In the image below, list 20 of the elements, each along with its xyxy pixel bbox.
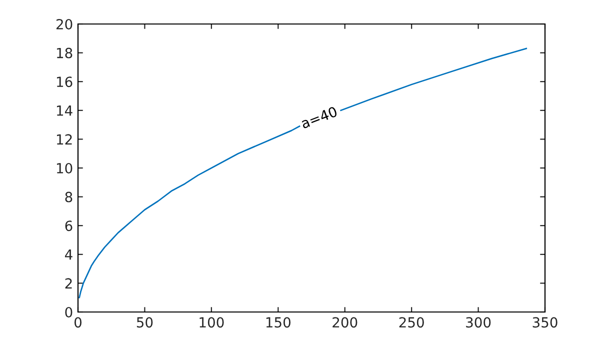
- x-tick-label: 0: [74, 317, 82, 328]
- y-tick-label: 18: [56, 48, 72, 58]
- y-tick-label: 6: [65, 220, 72, 232]
- y-tick-label: 12: [56, 134, 72, 144]
- y-tick-label: 4: [64, 250, 72, 260]
- y-tick-label: 8: [65, 192, 72, 202]
- x-tick-label: 300: [466, 317, 491, 328]
- y-tick-label: 0: [65, 306, 72, 318]
- x-tick-label: 100: [200, 317, 224, 328]
- y-tick-label: 10: [56, 162, 72, 174]
- x-tick-label: 350: [532, 317, 558, 328]
- x-tick-label: 150: [266, 317, 290, 328]
- y-tick-label: 2: [65, 278, 72, 288]
- x-tick-label: 200: [332, 317, 358, 328]
- x-tick-label: 250: [399, 317, 424, 328]
- x-tick-label: 50: [136, 317, 153, 328]
- y-tick-label: 14: [56, 106, 72, 116]
- annotation: a=40: [300, 106, 338, 129]
- y-tick-label: 16: [56, 76, 72, 88]
- y-tick-label: 20: [56, 18, 72, 30]
